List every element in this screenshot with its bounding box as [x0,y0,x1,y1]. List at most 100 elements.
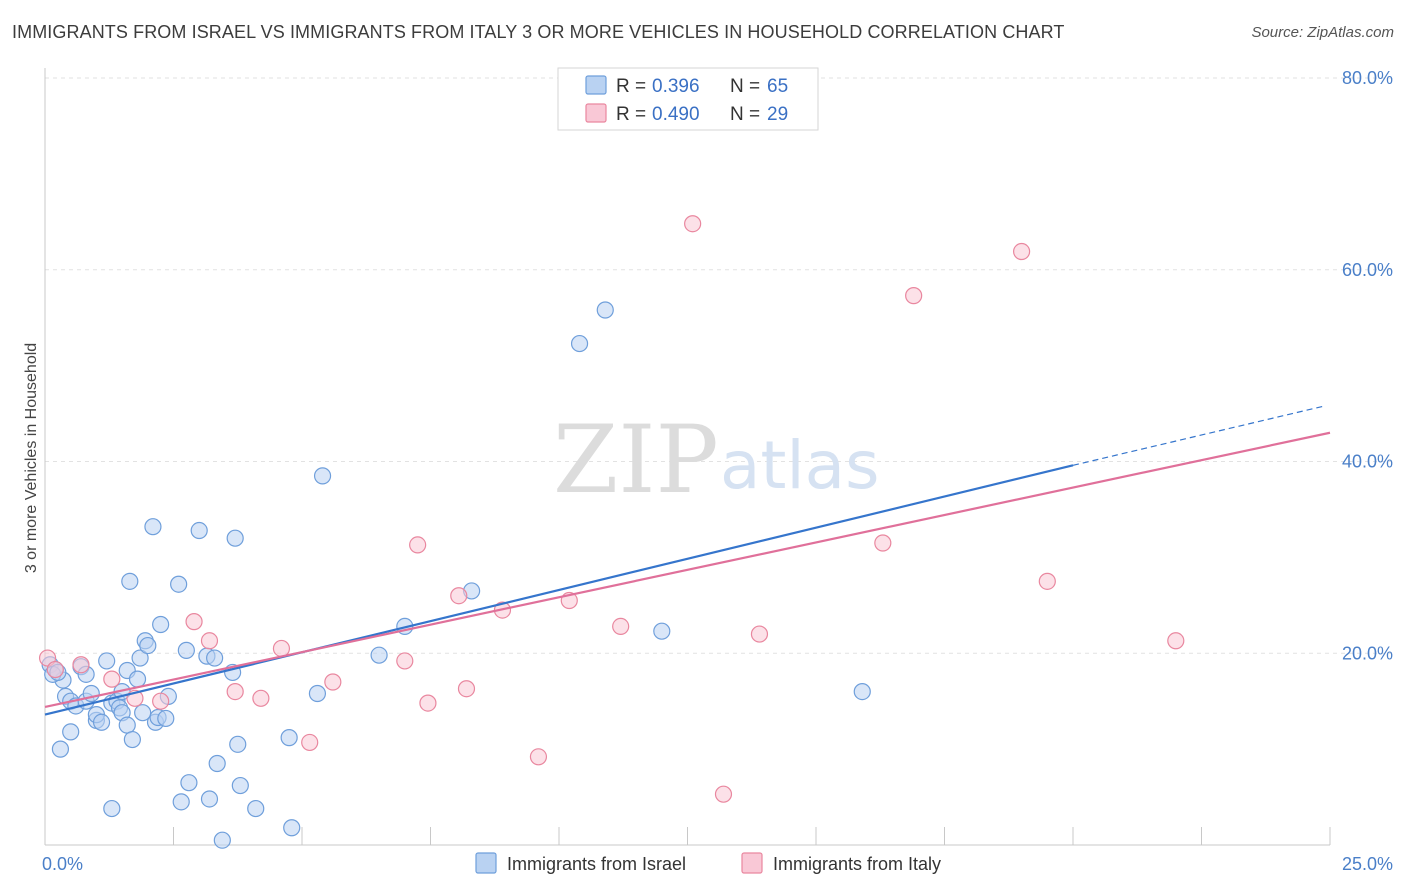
israel-point [98,652,116,670]
israel-point [134,704,152,722]
x-tick-labels: 0.0% 25.0% [42,854,1393,874]
israel-point [231,776,249,795]
italy-point [324,673,342,691]
italy-point [714,785,733,803]
israel-trend-line [44,464,1074,716]
israel-point [200,790,219,808]
israel-point [213,831,231,849]
israel-point [370,646,388,664]
israel-point [226,529,244,547]
israel-point [853,682,871,701]
x-tick-label: 25.0% [1342,854,1393,874]
y-tick-label: 80.0% [1342,68,1393,88]
series-italy-points [38,215,1185,803]
italy-point [152,692,170,710]
italy-point [409,536,427,554]
legend-italy-n-label: N = [730,104,760,125]
israel-point [123,730,141,749]
italy-point [450,587,468,605]
italy-point [750,625,769,643]
israel-point [653,622,671,640]
legend-israel-n-label: N = [730,76,760,97]
bottom-legend-italy-swatch [741,852,763,874]
italy-point [252,689,270,707]
legend-italy-r-label: R = [616,104,646,125]
israel-point [283,819,301,837]
israel-point [62,723,80,741]
y-tick-labels: 20.0% 40.0% 60.0% 80.0% [1342,68,1393,663]
italy-point [419,694,437,712]
source-credit: Source: ZipAtlas.com [1251,24,1394,41]
italy-point [226,682,244,701]
stats-legend: R = 0.396 N = 65 R = 0.490 N = 29 [557,67,819,131]
israel-point [152,615,170,634]
gridlines [45,77,1392,654]
israel-point [190,521,208,540]
israel-point [92,713,111,731]
italy-point [874,534,892,552]
israel-point [280,729,298,747]
legend-italy-n-value: 29 [767,104,788,125]
italy-point [103,670,121,688]
legend-italy-swatch [585,103,607,123]
italy-point [1038,572,1056,590]
legend-italy-r-value: 0.490 [652,104,700,125]
italy-point [396,652,414,670]
israel-trend-extension [1072,405,1325,466]
y-axis-label: 3 or more Vehicles in Household [23,343,40,573]
trend-lines [44,405,1331,716]
israel-point [128,670,147,688]
israel-point [121,572,139,590]
israel-point [208,754,226,773]
israel-point [139,636,157,655]
y-tick-label: 20.0% [1342,643,1393,663]
israel-point [51,740,70,758]
israel-point [103,799,121,818]
israel-point [144,518,162,536]
israel-point [596,301,614,319]
israel-point [157,709,175,728]
israel-point [177,641,195,659]
chart-title: IMMIGRANTS FROM ISRAEL VS IMMIGRANTS FRO… [12,22,1065,42]
bottom-legend-israel-swatch [475,852,497,874]
israel-point [172,793,190,811]
legend-israel-r-label: R = [616,76,646,97]
watermark-atlas: atlas [720,427,880,504]
italy-point [185,613,203,631]
y-tick-label: 60.0% [1342,260,1393,280]
israel-point [206,649,224,667]
israel-point [313,467,332,485]
israel-point [170,575,188,593]
italy-point [200,632,219,650]
legend-israel-r-value: 0.396 [652,76,700,97]
bottom-legend-israel-label: Immigrants from Israel [507,854,686,874]
italy-point [1167,632,1185,650]
italy-point [612,617,630,636]
watermark-zip: ZIP [553,406,719,515]
italy-point [46,660,64,679]
x-tick-label: 0.0% [42,854,83,874]
italy-point [272,639,291,658]
israel-point [180,774,198,792]
series-legend: Immigrants from Israel Immigrants from I… [475,852,941,874]
israel-point [229,735,247,753]
italy-point [684,215,702,233]
israel-point [308,684,327,703]
series-israel-points [41,301,871,849]
israel-point [118,716,136,734]
legend-israel-n-value: 65 [767,76,788,97]
italy-point [905,287,923,305]
italy-trend-line [44,431,1331,709]
italy-point [457,680,476,698]
y-tick-label: 40.0% [1342,452,1393,472]
italy-point [72,656,90,674]
israel-point [131,649,149,667]
israel-point [570,334,589,353]
israel-point [247,799,265,818]
bottom-legend-italy-label: Immigrants from Italy [773,854,941,874]
italy-point [1012,242,1031,261]
x-axis-ticks [44,827,1331,845]
italy-point [529,748,548,766]
italy-point [301,733,319,752]
